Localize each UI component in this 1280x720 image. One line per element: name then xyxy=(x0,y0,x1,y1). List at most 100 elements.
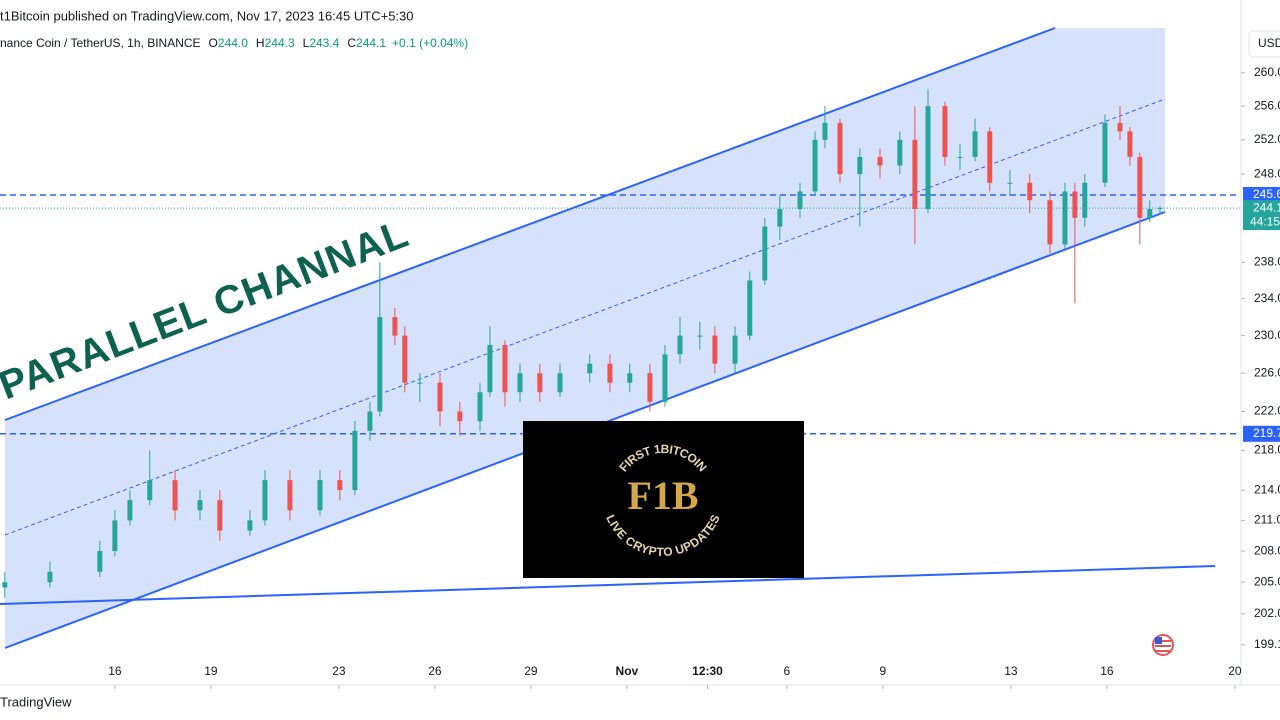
candle-body xyxy=(607,363,613,383)
y-tick-label: 226.0 xyxy=(1254,365,1280,379)
logo-mark: F1B xyxy=(627,473,698,518)
candle-body xyxy=(857,156,863,175)
candle-body xyxy=(777,208,783,227)
ohlc-label: H xyxy=(256,36,265,50)
candle-body xyxy=(197,500,203,511)
candle-body xyxy=(97,551,103,572)
channel-mid xyxy=(4,98,1166,536)
candle-body xyxy=(912,139,918,209)
y-tick-label: 256.0 xyxy=(1254,98,1280,112)
candle-body xyxy=(502,344,508,393)
candle-body xyxy=(837,122,843,175)
candle-body xyxy=(797,191,803,209)
candle-body xyxy=(925,106,931,209)
last-price-label: 244.1 xyxy=(1253,200,1280,214)
candle-body xyxy=(677,335,683,355)
candle-body xyxy=(587,363,593,374)
logo-box xyxy=(523,421,804,578)
candle-body xyxy=(557,373,563,393)
change: +0.1 (+0.04%) xyxy=(392,36,468,50)
countdown: 44:15 xyxy=(1250,214,1280,228)
ohlc-label: C xyxy=(347,36,356,50)
y-tick-label: 238.0 xyxy=(1254,255,1280,269)
candle-body xyxy=(662,354,668,402)
candle-body xyxy=(517,373,523,393)
logo: FIRST 1BITCOIN F1B LIVE CRYPTO UPDATES xyxy=(523,421,804,578)
candle-body xyxy=(1127,131,1133,157)
candle-body xyxy=(1102,122,1108,183)
x-tick-label: Nov xyxy=(616,664,639,678)
candle-body xyxy=(1157,208,1163,210)
candle-body xyxy=(712,335,718,364)
candle-body xyxy=(2,582,8,588)
price-line-tag xyxy=(1243,425,1280,442)
y-tick-label: 205.0 xyxy=(1254,574,1280,588)
currency[interactable]: USD xyxy=(1258,36,1280,50)
candle-body xyxy=(377,317,383,412)
price-line-label: 245.6 xyxy=(1253,187,1280,201)
candle-body xyxy=(1072,191,1078,218)
candle-body xyxy=(477,392,483,422)
symbol: nance Coin / TetherUS, 1h, BINANCE xyxy=(0,36,201,50)
candle-body xyxy=(247,520,253,531)
x-tick-label: 13 xyxy=(1004,664,1018,678)
candle-body xyxy=(812,139,818,192)
candle-body xyxy=(972,131,978,157)
y-tick-label: 230.0 xyxy=(1254,328,1280,342)
ohlc-value: 244.3 xyxy=(265,36,295,50)
x-tick-label: 20 xyxy=(1228,664,1242,678)
candle-body xyxy=(417,382,423,384)
x-tick-label: 12:30 xyxy=(692,664,723,678)
x-tick-label: 29 xyxy=(524,664,538,678)
ohlc-value: 244.0 xyxy=(218,36,248,50)
candle-body xyxy=(647,373,653,402)
flag-icon xyxy=(1152,634,1174,656)
candle-body xyxy=(1147,208,1153,218)
candle-body xyxy=(747,280,753,336)
x-tick-label: 9 xyxy=(880,664,887,678)
candle-body xyxy=(897,139,903,166)
ohlc-label: L xyxy=(303,36,310,50)
candle-body xyxy=(1047,200,1053,245)
candle-body xyxy=(217,500,223,531)
candle-body xyxy=(402,335,408,383)
y-tick-label: 211.0 xyxy=(1254,513,1280,527)
channel-upper xyxy=(4,27,1056,421)
candle-body xyxy=(47,571,53,583)
candle-body xyxy=(697,335,703,337)
candle-body xyxy=(112,520,118,552)
candle-body xyxy=(1007,182,1013,184)
candle-body xyxy=(172,480,178,511)
candle-body xyxy=(392,317,398,336)
candle-body xyxy=(457,411,463,422)
x-tick-label: 6 xyxy=(784,664,791,678)
candle-body xyxy=(1082,182,1088,218)
candle-body xyxy=(262,480,268,521)
y-tick-label: 248.0 xyxy=(1254,166,1280,180)
y-tick-label: 252.0 xyxy=(1254,132,1280,146)
candle-body xyxy=(287,480,293,511)
y-tick-label: 234.0 xyxy=(1254,291,1280,305)
published-line: t1Bitcoin published on TradingView.com, … xyxy=(0,8,414,23)
candle-body xyxy=(942,106,948,157)
candle-body xyxy=(337,480,343,491)
price-line-label: 219.7 xyxy=(1253,426,1280,440)
candle-body xyxy=(1137,156,1143,218)
candle-body xyxy=(1117,122,1123,132)
candle-body xyxy=(437,382,443,412)
candle-body xyxy=(352,430,358,491)
candle-body xyxy=(762,226,768,281)
y-tick-label: 199.1 xyxy=(1254,637,1280,651)
y-tick-label: 218.0 xyxy=(1254,443,1280,457)
y-tick-label: 260.0 xyxy=(1254,65,1280,79)
currency-button[interactable] xyxy=(1248,30,1280,58)
candle-body xyxy=(627,373,633,383)
candle-body xyxy=(957,156,963,158)
x-tick-label: 19 xyxy=(204,664,218,678)
ohlc-value: 243.4 xyxy=(309,36,339,50)
candle-body xyxy=(987,131,993,183)
candle-body xyxy=(1062,191,1068,245)
y-tick-label: 202.0 xyxy=(1254,606,1280,620)
x-tick-label: 23 xyxy=(332,664,346,678)
